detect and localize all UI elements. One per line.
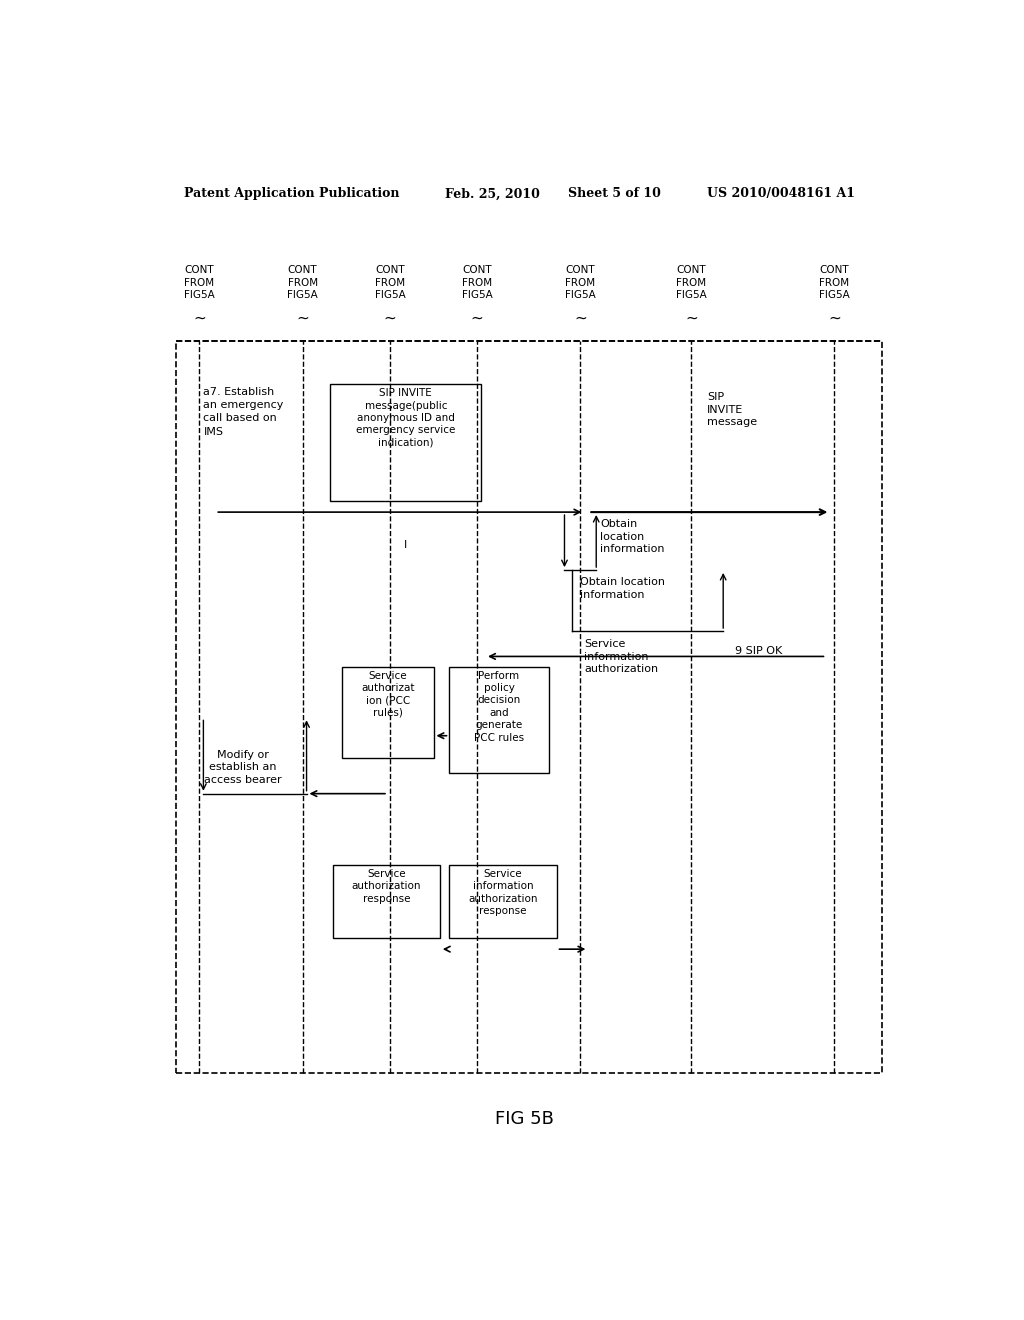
Text: CONT
FROM
FIG5A: CONT FROM FIG5A [375, 265, 406, 300]
Text: SIP INVITE
message(public
anonymous ID and
emergency service
indication): SIP INVITE message(public anonymous ID a… [356, 388, 456, 447]
Text: 9 SIP OK: 9 SIP OK [735, 647, 782, 656]
Text: CONT
FROM
FIG5A: CONT FROM FIG5A [462, 265, 493, 300]
Text: Feb. 25, 2010: Feb. 25, 2010 [445, 187, 541, 201]
Text: Service
information
authorization: Service information authorization [585, 639, 658, 675]
Text: Perform
policy
decision
and
generate
PCC rules: Perform policy decision and generate PCC… [474, 671, 524, 743]
Text: Service
authorization
response: Service authorization response [351, 869, 421, 904]
Text: Service
information
authorization
response: Service information authorization respon… [468, 869, 538, 916]
Text: Obtain
location
information: Obtain location information [600, 519, 665, 554]
Text: ~: ~ [296, 310, 309, 326]
Text: ~: ~ [574, 310, 587, 326]
Text: ~: ~ [194, 310, 206, 326]
Bar [450, 667, 549, 774]
Text: Service
authorizat
ion (PCC
rules): Service authorizat ion (PCC rules) [361, 671, 415, 718]
Text: I: I [404, 540, 408, 549]
Text: a7. Establish
an emergency
call based on
IMS: a7. Establish an emergency call based on… [204, 387, 284, 437]
Text: Modify or
establish an
access bearer: Modify or establish an access bearer [204, 750, 282, 785]
Bar [176, 342, 882, 1073]
Bar [450, 865, 557, 939]
Text: SIP
INVITE
message: SIP INVITE message [708, 392, 758, 426]
Bar [333, 865, 440, 939]
Text: FIG 5B: FIG 5B [496, 1110, 554, 1127]
Bar [331, 384, 481, 500]
Text: CONT
FROM
FIG5A: CONT FROM FIG5A [184, 265, 215, 300]
Text: CONT
FROM
FIG5A: CONT FROM FIG5A [287, 265, 318, 300]
Text: US 2010/0048161 A1: US 2010/0048161 A1 [708, 187, 855, 201]
Bar [342, 667, 433, 758]
Text: ~: ~ [384, 310, 396, 326]
Text: ~: ~ [471, 310, 483, 326]
Text: CONT
FROM
FIG5A: CONT FROM FIG5A [819, 265, 850, 300]
Text: ~: ~ [828, 310, 841, 326]
Text: CONT
FROM
FIG5A: CONT FROM FIG5A [565, 265, 596, 300]
Text: Patent Application Publication: Patent Application Publication [183, 187, 399, 201]
Text: Sheet 5 of 10: Sheet 5 of 10 [568, 187, 662, 201]
Text: CONT
FROM
FIG5A: CONT FROM FIG5A [676, 265, 707, 300]
Text: ~: ~ [685, 310, 697, 326]
Text: Obtain location
information: Obtain location information [581, 577, 666, 599]
